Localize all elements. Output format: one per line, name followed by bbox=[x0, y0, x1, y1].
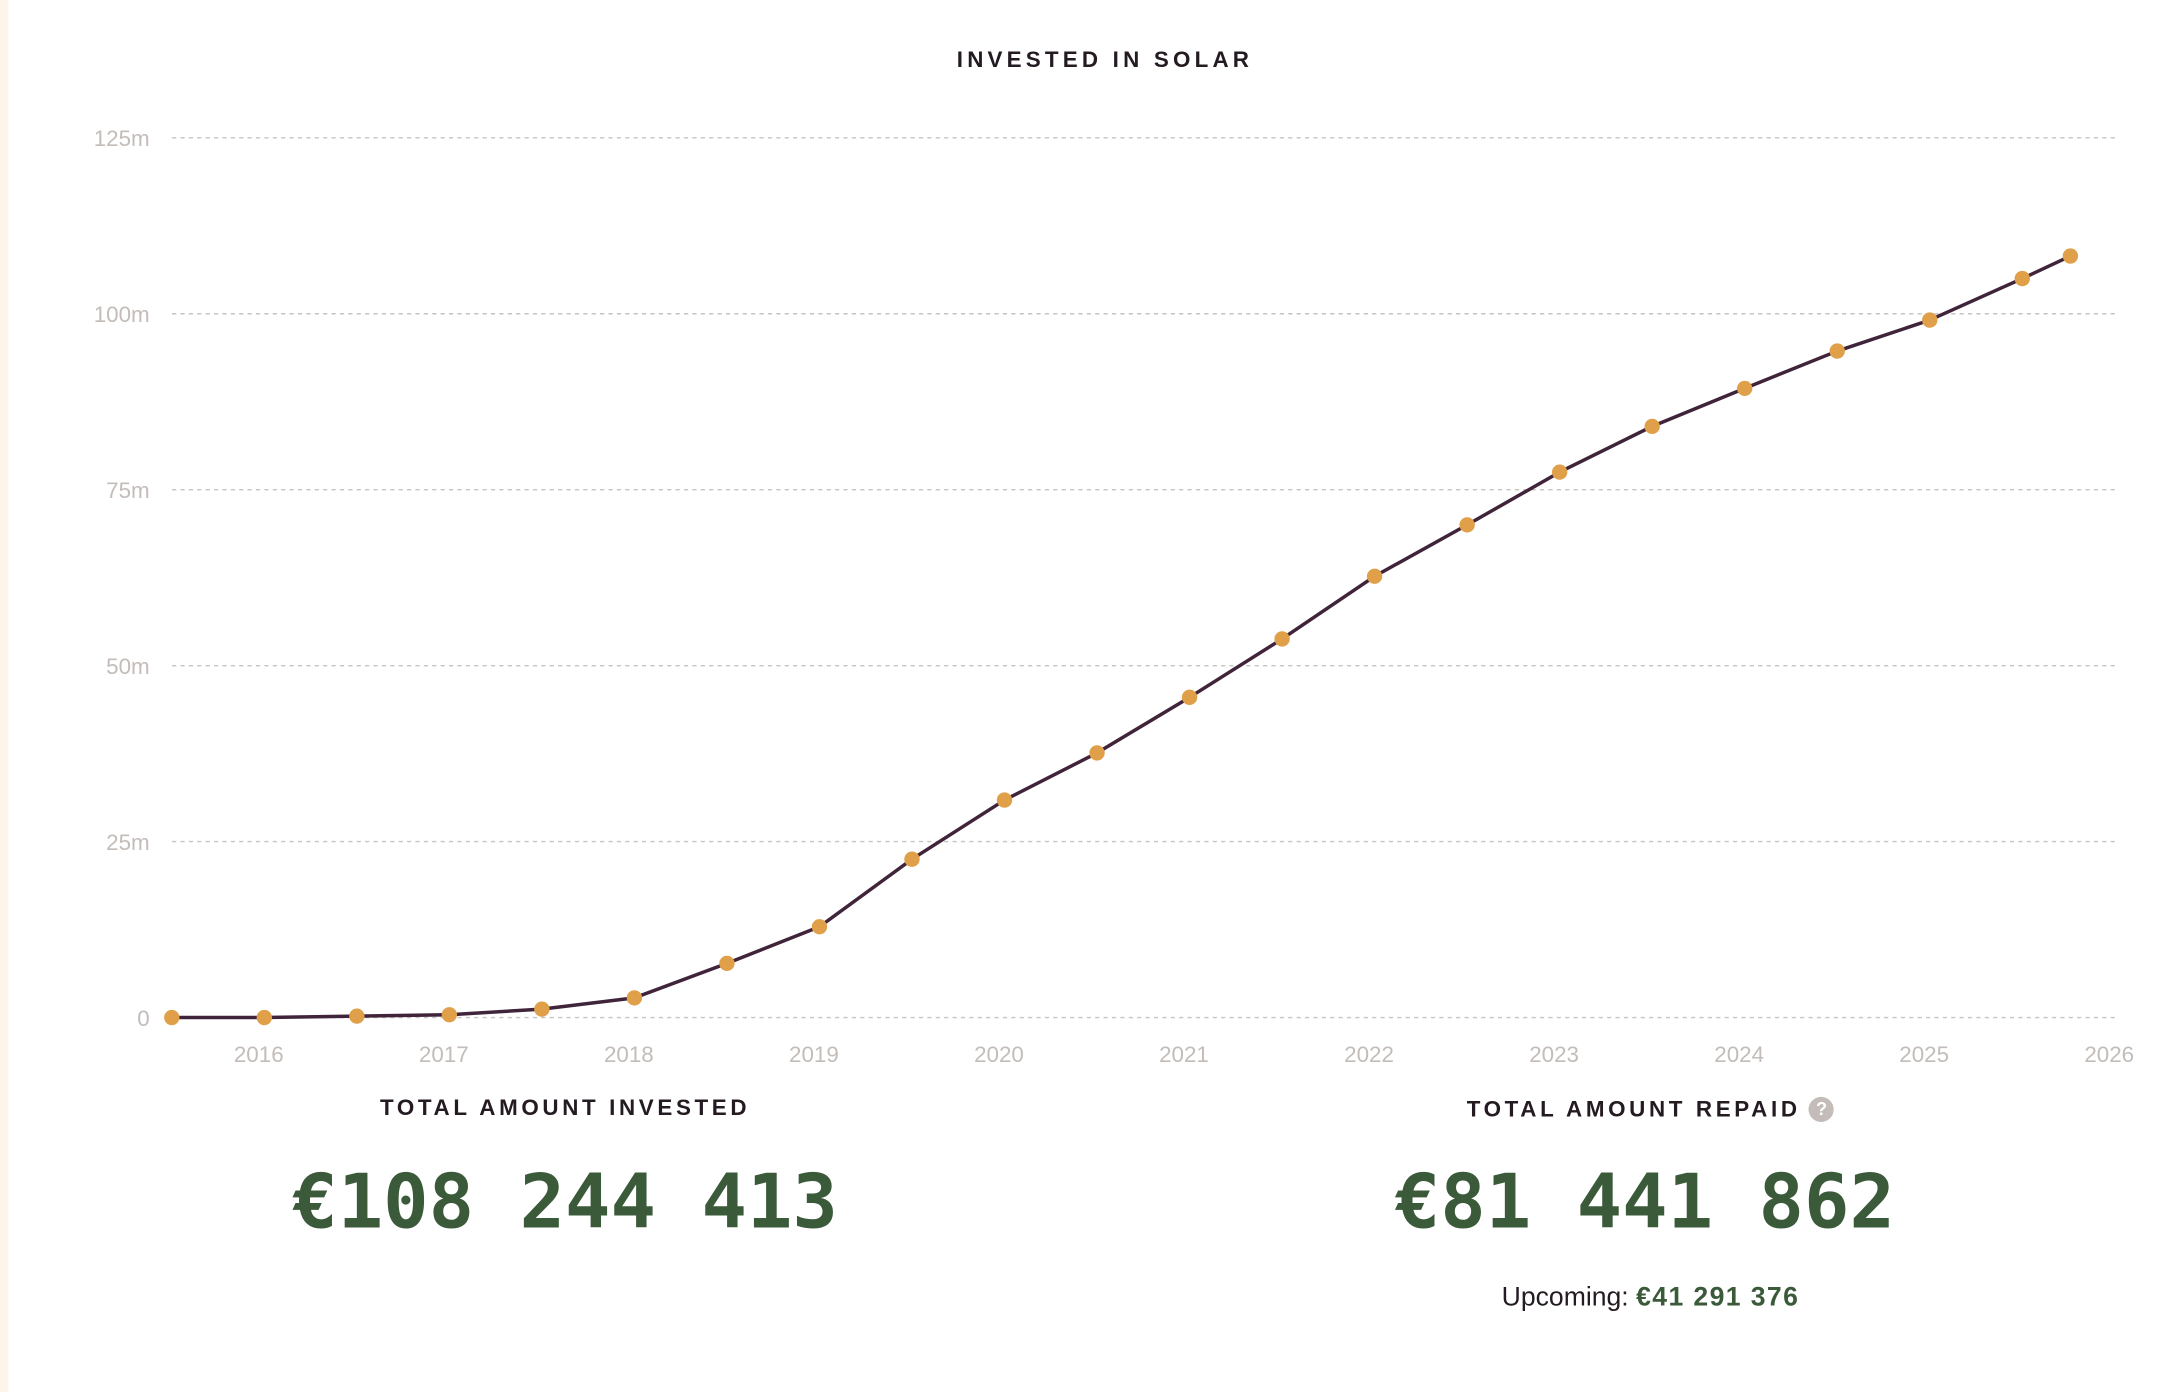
data-point bbox=[1089, 745, 1105, 761]
data-point bbox=[719, 955, 735, 972]
left-edge-strip bbox=[0, 0, 9, 1392]
data-point bbox=[1459, 517, 1475, 533]
help-icon[interactable]: ? bbox=[1809, 1096, 1835, 1122]
data-point bbox=[441, 1007, 458, 1023]
data-point bbox=[1737, 380, 1753, 397]
upcoming-value: €41 291 376 bbox=[1636, 1283, 1800, 1313]
data-point bbox=[1181, 689, 1198, 705]
y-tick-label: 125m bbox=[94, 126, 150, 151]
data-point bbox=[1829, 343, 1845, 359]
invested-line-chart: 0 25m 50m 75m 100m 125m 2016 2017 2018 2019 2020 20… bbox=[94, 126, 2134, 1067]
chart-title: INVESTED IN SOLAR bbox=[956, 48, 1254, 73]
data-point bbox=[1644, 418, 1660, 435]
y-tick-label: 50m bbox=[106, 654, 150, 679]
upcoming-repayment: Upcoming: €41 291 376 bbox=[1343, 1283, 1958, 1314]
y-tick-label: 100m bbox=[94, 302, 150, 327]
data-point bbox=[904, 851, 920, 867]
data-point bbox=[534, 1001, 550, 1017]
total-repaid-label-text: TOTAL AMOUNT REPAID bbox=[1466, 1098, 1801, 1122]
total-invested-label: TOTAL AMOUNT INVESTED bbox=[379, 1096, 751, 1121]
total-invested-value: €108 244 413 bbox=[292, 1158, 838, 1246]
data-point bbox=[2014, 270, 2030, 287]
x-tick-label: 2023 bbox=[1529, 1042, 1579, 1067]
x-tick-label: 2025 bbox=[1899, 1042, 1949, 1067]
x-tick-label: 2016 bbox=[234, 1042, 284, 1067]
data-point bbox=[349, 1008, 365, 1024]
x-tick-label: 2019 bbox=[789, 1042, 839, 1067]
x-tick-label: 2022 bbox=[1344, 1042, 1394, 1067]
data-point bbox=[1366, 568, 1383, 584]
x-tick-label: 2021 bbox=[1159, 1042, 1209, 1067]
total-repaid-value: €81 441 862 bbox=[1394, 1158, 1895, 1246]
data-point bbox=[164, 1009, 180, 1026]
data-point bbox=[256, 1009, 273, 1026]
total-repaid-label: TOTAL AMOUNT REPAID? bbox=[1343, 1096, 1958, 1123]
data-point bbox=[1551, 464, 1568, 480]
data-point bbox=[626, 990, 643, 1006]
data-point bbox=[1922, 312, 1938, 328]
x-tick-label: 2026 bbox=[2084, 1042, 2134, 1067]
upcoming-label: Upcoming: bbox=[1501, 1283, 1629, 1313]
data-point bbox=[811, 919, 828, 935]
data-point bbox=[1274, 631, 1290, 647]
y-tick-label: 0 bbox=[137, 1006, 149, 1031]
data-point bbox=[2062, 248, 2079, 264]
x-tick-label: 2017 bbox=[419, 1042, 469, 1067]
series-line bbox=[171, 254, 2072, 1020]
x-tick-label: 2018 bbox=[604, 1042, 654, 1067]
y-tick-label: 25m bbox=[106, 830, 150, 855]
x-tick-label: 2020 bbox=[974, 1042, 1024, 1067]
data-point bbox=[996, 792, 1013, 808]
y-tick-label: 75m bbox=[106, 478, 150, 503]
x-tick-label: 2024 bbox=[1714, 1042, 1764, 1067]
